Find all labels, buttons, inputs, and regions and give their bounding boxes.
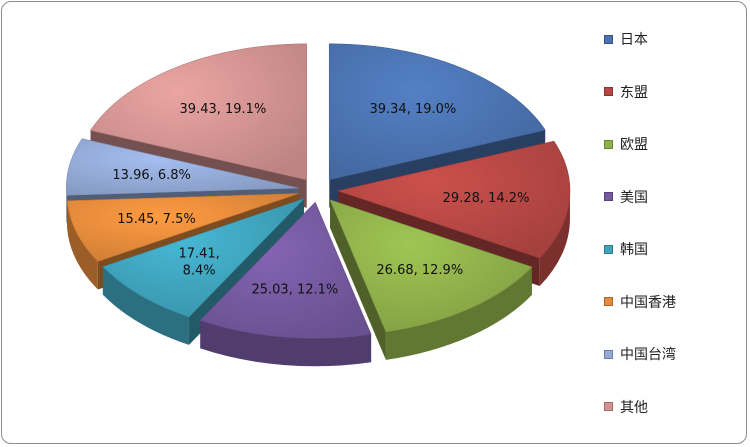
legend-item-taiwan: 中国台湾 [604, 343, 676, 365]
slice-top [199, 201, 372, 339]
legend-swatch [604, 34, 613, 44]
slice-top [329, 199, 533, 333]
data-label-7: 39.43, 19.1% [180, 102, 267, 117]
pie-slice-3 [199, 201, 372, 367]
slice-top [102, 198, 305, 318]
data-label-4: 17.41, 8.4% [178, 246, 219, 278]
legend-swatch [604, 297, 613, 306]
slice-outer-wall [200, 320, 372, 367]
data-label-1: 29.28, 14.2% [443, 191, 530, 206]
legend-label: 美国 [620, 189, 648, 206]
legend-item-eu: 欧盟 [604, 133, 648, 155]
legend-label: 中国香港 [620, 294, 676, 311]
slice-outer-wall [539, 190, 570, 287]
slice-outer-wall [385, 267, 532, 360]
legend-label: 日本 [620, 32, 648, 48]
data-label-0: 39.34, 19.0% [369, 102, 456, 117]
legend-label: 其他 [620, 399, 648, 416]
legend-swatch [604, 402, 613, 411]
slice-top [66, 193, 299, 262]
pie-slice-2 [329, 199, 533, 360]
legend-item-usa: 美国 [604, 186, 648, 208]
legend-swatch [604, 87, 613, 96]
legend-item-japan: 日本 [604, 28, 648, 50]
legend-label: 韩国 [620, 242, 648, 258]
slice-top [328, 43, 546, 181]
legend-label: 东盟 [620, 84, 648, 101]
slice-top [336, 140, 571, 259]
data-label-5: 15.45, 7.5% [117, 212, 196, 227]
data-label-2: 26.68, 12.9% [376, 263, 463, 278]
legend-swatch [604, 244, 613, 254]
slice-wall [330, 199, 386, 360]
legend-label: 中国台湾 [620, 347, 676, 363]
slice-top [65, 138, 299, 196]
legend-swatch [604, 139, 613, 149]
data-label-6: 13.96, 6.8% [112, 168, 191, 183]
slice-outer-wall [67, 200, 98, 290]
pie-slice-4 [102, 198, 305, 345]
legend-item-other: 其他 [604, 396, 648, 418]
legend-swatch [604, 349, 613, 359]
legend-item-asean: 东盟 [604, 81, 648, 103]
legend-swatch [604, 192, 613, 201]
legend-item-korea: 韩国 [604, 238, 648, 260]
legend-label: 欧盟 [620, 137, 648, 153]
slice-top [90, 43, 308, 181]
data-label-3: 25.03, 12.1% [251, 282, 338, 297]
slice-outer-wall [102, 266, 189, 345]
legend-item-hongkong: 中国香港 [604, 291, 676, 313]
